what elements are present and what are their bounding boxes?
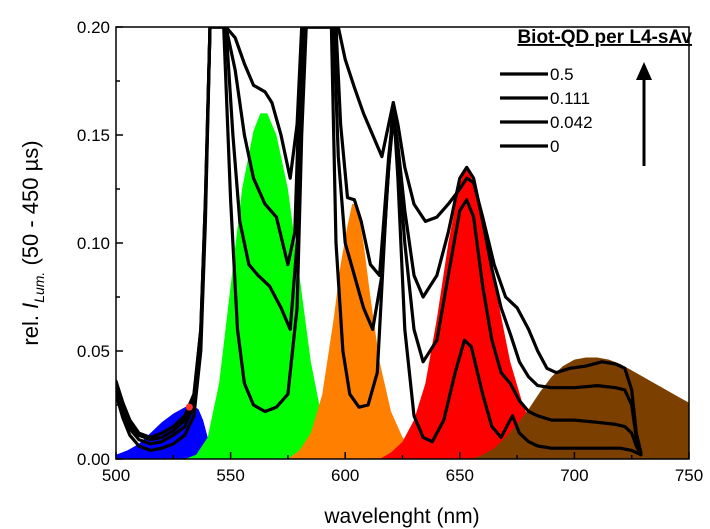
y-axis-label-symbol: I: [18, 303, 43, 309]
legend-title: Biot-QD per L4-sAv: [517, 27, 692, 48]
y-tick-label: 0.15: [77, 126, 110, 145]
y-axis-label-subscript: Lum.: [31, 272, 47, 303]
x-tick-label: 650: [446, 466, 474, 485]
legend-entry-label: 0.111: [550, 89, 590, 108]
highlight-layer: [185, 403, 193, 411]
series-line-3: [116, 27, 643, 457]
filled-band-3: [379, 167, 563, 459]
series-lines: [116, 27, 643, 457]
legend-entry-label: 0.042: [550, 113, 593, 132]
y-tick-label: 0.20: [77, 18, 110, 37]
x-axis-ticks: 500 550 600 650 700 750: [102, 452, 703, 485]
filled-band-2: [287, 204, 426, 459]
legend-entry-label: 0.5: [550, 65, 574, 84]
x-tick-label: 750: [675, 466, 703, 485]
y-tick-label: 0.10: [77, 234, 110, 253]
legend-arrow-head: [636, 62, 652, 80]
x-tick-label: 500: [102, 466, 130, 485]
legend: Biot-QD per L4-sAv 0.5 0.111 0.042 0: [500, 27, 692, 166]
y-axis-ticks: 0.00 0.05 0.10 0.15 0.20: [77, 18, 123, 469]
legend-entries: 0.5 0.111 0.042 0: [500, 65, 593, 156]
highlight-point: [185, 403, 193, 411]
y-tick-label: 0.00: [77, 450, 110, 469]
x-axis-label: wavelenght (nm): [323, 505, 479, 528]
y-axis-label: rel. ILum. (50 - 450 µs): [18, 140, 47, 345]
y-tick-label: 0.05: [77, 342, 110, 361]
x-tick-label: 700: [560, 466, 588, 485]
x-tick-label: 550: [216, 466, 244, 485]
legend-entry-label: 0: [550, 137, 559, 156]
x-tick-label: 600: [331, 466, 359, 485]
y-axis-label-suffix: (50 - 450 µs): [18, 140, 43, 271]
y-axis-label-prefix: rel.: [18, 309, 43, 346]
